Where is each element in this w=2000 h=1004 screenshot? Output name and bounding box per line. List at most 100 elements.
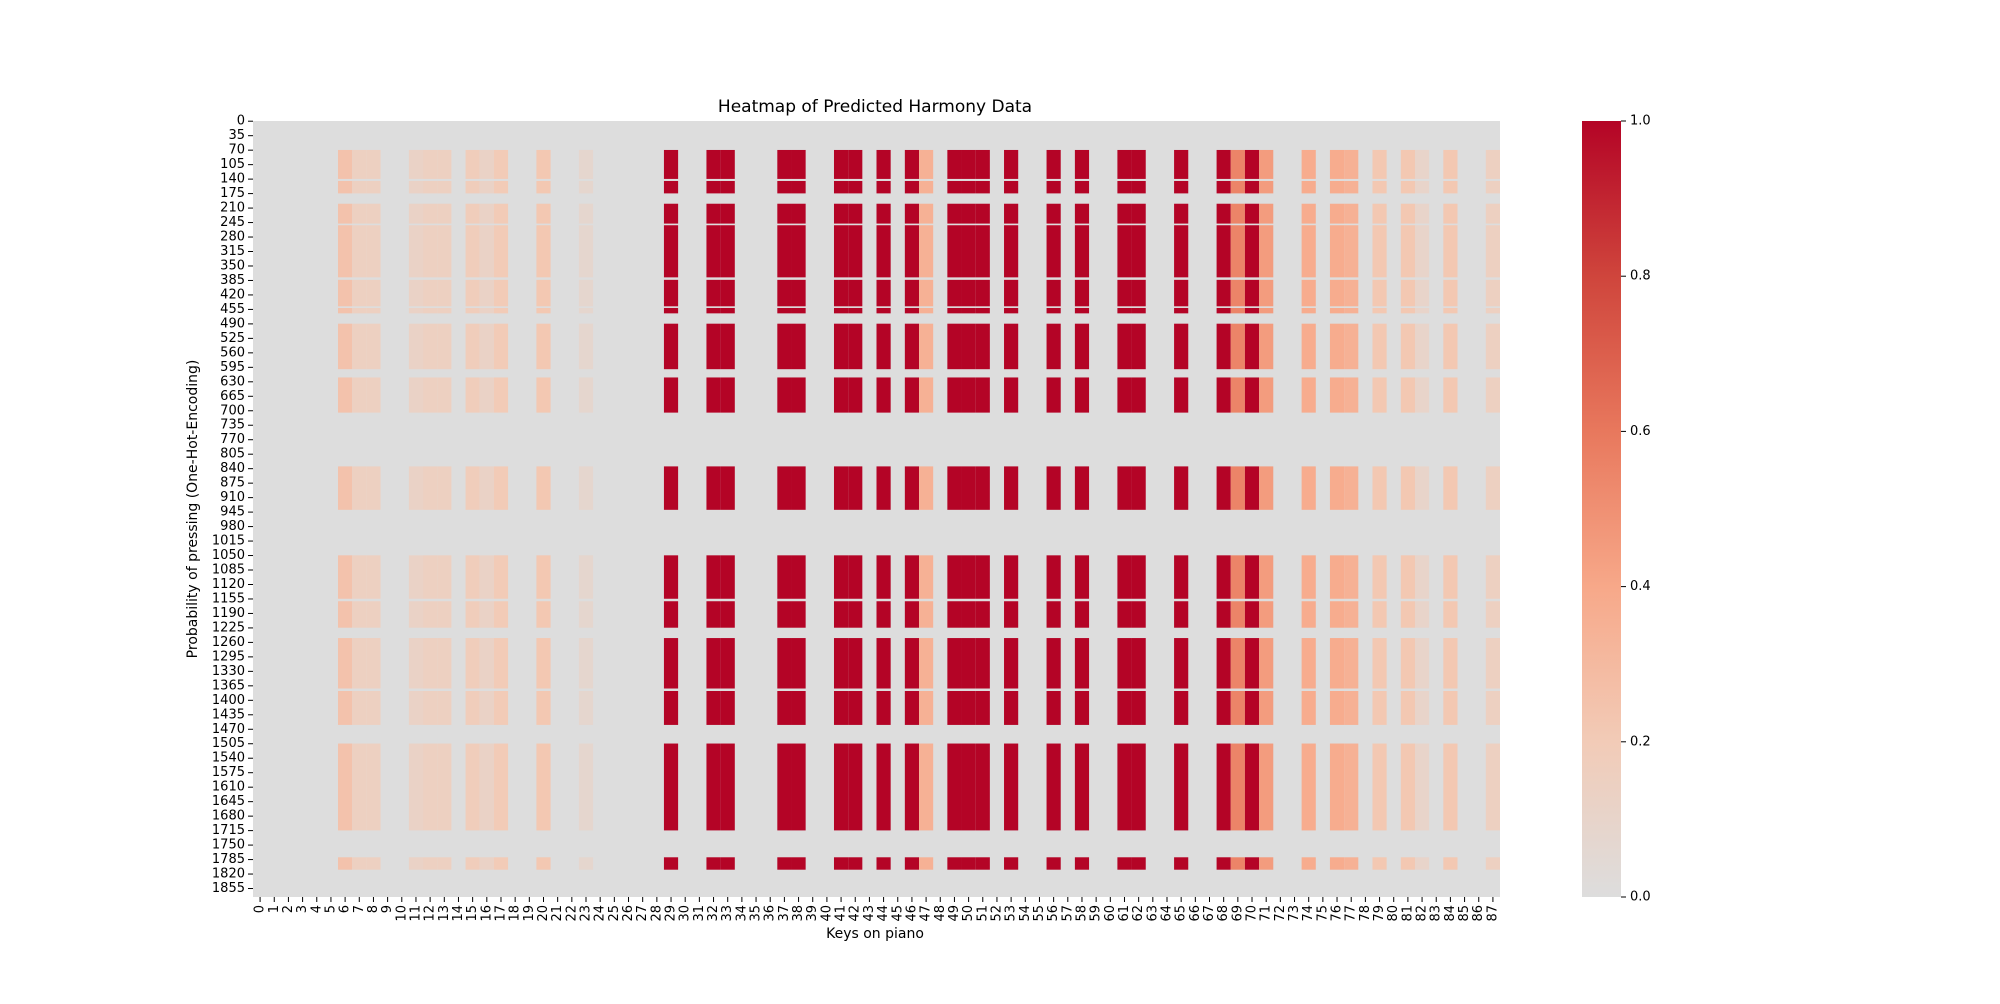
y-tick-label: 35 (228, 128, 245, 143)
heatmap-cell-key-68 (1216, 225, 1231, 278)
heatmap-cell-key-71 (1259, 180, 1274, 194)
heatmap-cell-key-15 (465, 638, 480, 689)
heatmap-cell-key-41 (833, 601, 849, 628)
heatmap-cell-key-49 (947, 149, 962, 179)
heatmap-cell-key-53 (1004, 601, 1019, 628)
heatmap-cell-key-8 (366, 323, 381, 370)
heatmap-cell-key-50 (961, 691, 976, 725)
heatmap-cell-key-29 (663, 323, 679, 370)
heatmap-cell-key-70 (1244, 377, 1260, 413)
heatmap-cell-key-11 (408, 279, 424, 307)
heatmap-cell-key-23 (578, 638, 594, 689)
heatmap-cell-key-69 (1230, 180, 1245, 194)
y-tick-label: 315 (220, 244, 245, 259)
heatmap-cell-key-56 (1046, 149, 1061, 179)
heatmap-cell-key-11 (408, 307, 424, 314)
heatmap-cell-key-33 (720, 555, 735, 599)
heatmap-cell-key-56 (1046, 180, 1061, 194)
heatmap-cell-key-84 (1443, 555, 1458, 599)
heatmap-cell-key-81 (1400, 857, 1415, 870)
heatmap-cell-key-44 (876, 743, 891, 831)
heatmap-cell-key-71 (1259, 743, 1274, 831)
heatmap-cell-key-8 (366, 180, 381, 194)
x-tick-label: 8 (366, 905, 381, 913)
heatmap-cell-key-23 (578, 279, 594, 307)
heatmap-cell-key-11 (408, 601, 424, 628)
heatmap-cell-key-68 (1216, 638, 1231, 689)
heatmap-cell-key-84 (1443, 466, 1458, 510)
x-tick-label: 21 (550, 905, 565, 922)
heatmap-cell-key-84 (1443, 149, 1458, 179)
heatmap-cell-key-49 (947, 743, 962, 831)
heatmap-cell-key-84 (1443, 691, 1458, 725)
heatmap-cell-key-65 (1174, 638, 1189, 689)
heatmap-cell-key-16 (479, 180, 494, 194)
x-tick-label: 23 (579, 905, 594, 922)
x-tick-label: 66 (1188, 905, 1203, 922)
heatmap-cell-key-8 (366, 555, 381, 599)
y-tick-label: 875 (220, 476, 245, 491)
heatmap-cell-key-15 (465, 203, 480, 224)
y-tick-label: 700 (220, 403, 245, 418)
heatmap-cell-key-50 (961, 601, 976, 628)
heatmap-cell-key-44 (876, 857, 891, 870)
heatmap-cell-key-81 (1400, 377, 1415, 413)
heatmap-cell-key-77 (1344, 857, 1359, 870)
colorbar-tick-label: 0.4 (1630, 579, 1651, 594)
heatmap-cell-key-23 (578, 225, 594, 278)
y-tick-label: 1085 (212, 563, 245, 578)
x-tick-label: 45 (890, 905, 905, 922)
heatmap-cell-key-62 (1131, 466, 1146, 510)
heatmap-cell-key-46 (904, 638, 920, 689)
y-tick-label: 1540 (212, 751, 245, 766)
heatmap-cell-key-41 (833, 638, 849, 689)
x-tick-label: 74 (1301, 905, 1316, 922)
heatmap-cell-key-6 (338, 601, 353, 628)
heatmap-cell-key-20 (536, 279, 551, 307)
heatmap-cell-key-44 (876, 691, 891, 725)
x-tick-label: 5 (323, 905, 338, 913)
heatmap-cell-key-61 (1117, 180, 1132, 194)
x-tick-label: 32 (706, 905, 721, 922)
heatmap-cell-key-46 (904, 149, 920, 179)
heatmap-cell-key-58 (1074, 466, 1090, 510)
y-tick-label: 980 (220, 519, 245, 534)
colorbar-tick-label: 0.6 (1630, 424, 1651, 439)
x-tick-label: 57 (1060, 905, 1075, 922)
heatmap-cell-key-20 (536, 743, 551, 831)
heatmap-cell-key-13 (437, 279, 452, 307)
heatmap-cell-key-82 (1414, 601, 1430, 628)
heatmap-cell-key-82 (1414, 149, 1430, 179)
heatmap-cell-key-46 (904, 307, 920, 314)
y-tick-label: 175 (220, 186, 245, 201)
heatmap-cell-key-76 (1329, 857, 1345, 870)
heatmap-cell-key-38 (791, 857, 806, 870)
heatmap-cell-key-74 (1301, 203, 1316, 224)
x-tick-label: 29 (664, 905, 679, 922)
heatmap-cell-key-76 (1329, 743, 1345, 831)
heatmap-cell-key-49 (947, 180, 962, 194)
x-tick-label: 69 (1230, 905, 1245, 922)
heatmap-cell-key-74 (1301, 225, 1316, 278)
heatmap-cell-key-15 (465, 180, 480, 194)
heatmap-cell-key-38 (791, 307, 806, 314)
heatmap-cell-key-61 (1117, 555, 1132, 599)
heatmap-cell-key-32 (706, 691, 721, 725)
heatmap-cell-key-37 (777, 466, 792, 510)
heatmap-cell-key-13 (437, 466, 452, 510)
heatmap-cell-key-33 (720, 203, 735, 224)
heatmap-cell-key-11 (408, 555, 424, 599)
chart-title: Heatmap of Predicted Harmony Data (718, 97, 1032, 117)
heatmap-cell-key-77 (1344, 601, 1359, 628)
heatmap-cell-key-23 (578, 377, 594, 413)
heatmap-cell-key-12 (423, 466, 438, 510)
x-tick-label: 34 (734, 905, 749, 922)
heatmap-cell-key-82 (1414, 203, 1430, 224)
heatmap-cell-key-38 (791, 203, 806, 224)
heatmap-cell-key-65 (1174, 601, 1189, 628)
heatmap-cell-key-11 (408, 743, 424, 831)
heatmap-cell-key-62 (1131, 601, 1146, 628)
heatmap-cell-key-77 (1344, 180, 1359, 194)
heatmap-cell-key-47 (919, 377, 934, 413)
heatmap-cell-key-79 (1372, 307, 1387, 314)
